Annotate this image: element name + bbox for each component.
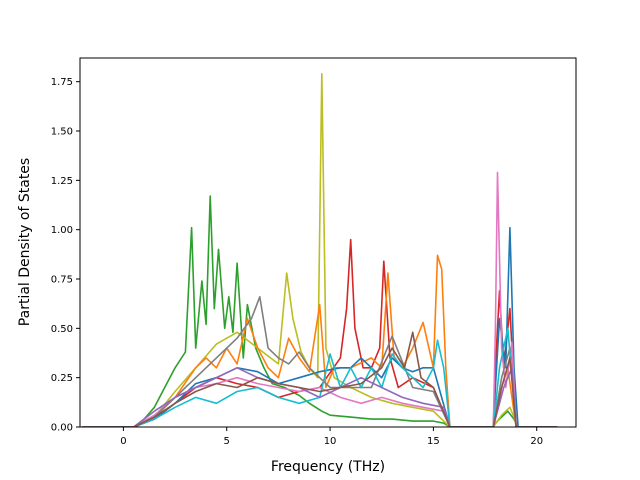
x-tick-label: 0	[120, 436, 126, 447]
plot-frame	[79, 57, 577, 428]
pdos-series-8	[82, 327, 558, 427]
y-tick-label: 1.50	[51, 127, 73, 138]
pdos-series-2	[82, 73, 558, 427]
x-tick-label: 15	[427, 436, 440, 447]
y-tick-label: 1.25	[51, 176, 73, 187]
x-axis-label: Frequency (THz)	[271, 459, 385, 475]
y-tick-label: 1.75	[51, 77, 73, 88]
y-axis-label: Partial Density of States	[17, 158, 33, 326]
x-axis-ticks: 0 5 10 15 20	[120, 427, 543, 447]
x-tick-label: 5	[224, 436, 230, 447]
pdos-series-6	[82, 171, 558, 427]
pdos-series-7	[82, 295, 558, 427]
x-tick-label: 20	[530, 436, 543, 447]
y-tick-label: 0.25	[51, 373, 73, 384]
plot-area	[82, 73, 558, 427]
y-tick-label: 1.00	[51, 225, 73, 236]
y-tick-label: 0.75	[51, 275, 73, 286]
y-tick-label: 0.50	[51, 324, 73, 335]
y-axis-ticks: 0.00 0.25 0.50 0.75 1.00 1.25 1.50 1.75	[51, 77, 80, 434]
y-tick-label: 0.00	[51, 423, 73, 434]
x-tick-label: 10	[324, 436, 337, 447]
pdos-series-1	[82, 195, 558, 427]
pdos-series-10	[82, 331, 558, 427]
